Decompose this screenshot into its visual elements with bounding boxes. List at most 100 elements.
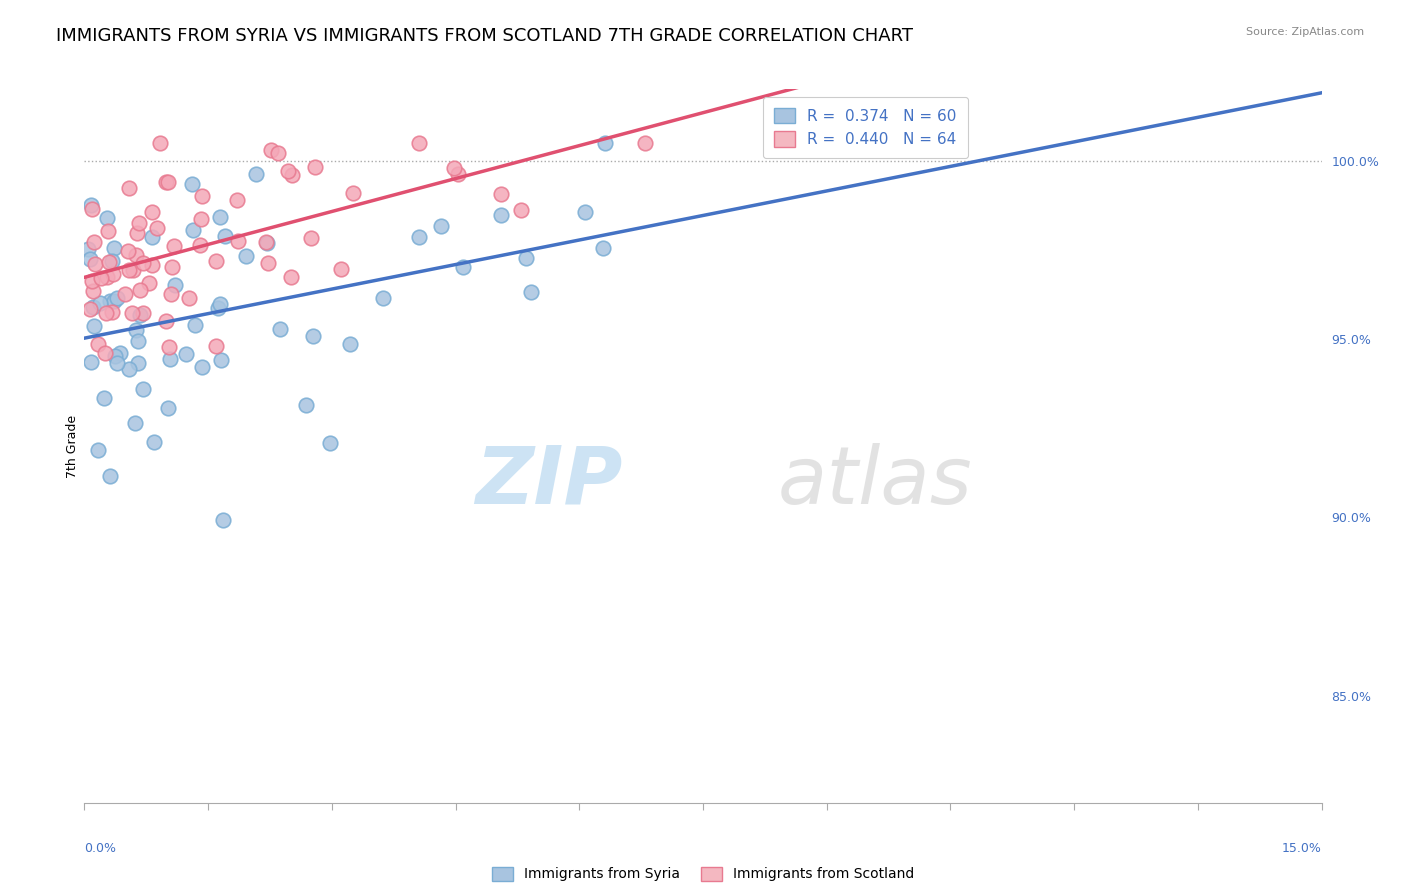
Point [127, 334, 149, 349]
Text: 15.0%: 15.0% [1282, 842, 1322, 855]
Point [77, 243, 100, 257]
Point [510, 202, 533, 217]
Point [79, 252, 101, 266]
Point [124, 323, 146, 337]
Point [97, 255, 120, 269]
Point [121, 305, 143, 319]
Point [98, 294, 121, 309]
Point [97, 224, 120, 238]
Point [269, 321, 291, 335]
Point [593, 136, 616, 150]
Point [371, 292, 394, 306]
Point [117, 244, 139, 259]
Text: 0.0%: 0.0% [84, 842, 117, 855]
Point [304, 160, 326, 174]
Point [180, 177, 202, 191]
Point [141, 258, 163, 272]
Point [179, 291, 201, 305]
Point [408, 136, 430, 150]
Point [163, 277, 186, 292]
Point [125, 227, 148, 241]
Point [80, 202, 103, 217]
Point [101, 254, 124, 268]
Point [125, 248, 148, 262]
Point [129, 283, 152, 297]
Point [93, 391, 115, 405]
Point [267, 145, 290, 160]
Point [132, 306, 155, 320]
Point [83, 235, 105, 249]
Point [190, 211, 212, 226]
Text: IMMIGRANTS FROM SYRIA VS IMMIGRANTS FROM SCOTLAND 7TH GRADE CORRELATION CHART: IMMIGRANTS FROM SYRIA VS IMMIGRANTS FROM… [56, 27, 914, 45]
Point [141, 204, 163, 219]
Point [281, 169, 304, 183]
Point [256, 235, 278, 250]
Point [299, 231, 322, 245]
Point [103, 294, 125, 309]
Point [132, 382, 155, 396]
Point [301, 329, 323, 343]
Point [124, 416, 146, 430]
Point [330, 261, 353, 276]
Point [89, 295, 111, 310]
Point [226, 234, 249, 248]
Point [634, 136, 657, 150]
Point [318, 436, 340, 450]
Point [429, 219, 451, 233]
Point [295, 399, 318, 413]
Point [114, 287, 136, 301]
Y-axis label: 7th Grade: 7th Grade [66, 415, 79, 477]
Point [209, 353, 232, 368]
Text: ZIP: ZIP [475, 442, 623, 521]
Point [157, 401, 180, 415]
Point [443, 161, 465, 176]
Point [163, 239, 186, 253]
Point [82, 300, 104, 314]
Text: atlas: atlas [778, 442, 972, 521]
Point [96, 211, 118, 226]
Point [128, 308, 150, 322]
Point [254, 235, 277, 249]
Point [145, 220, 167, 235]
Point [280, 270, 302, 285]
Point [101, 305, 124, 319]
Point [489, 208, 512, 222]
Point [226, 193, 249, 207]
Point [82, 284, 104, 298]
Point [128, 217, 150, 231]
Point [122, 263, 145, 277]
Point [117, 181, 139, 195]
Point [107, 291, 129, 305]
Point [118, 362, 141, 376]
Point [127, 356, 149, 370]
Point [212, 513, 235, 527]
Point [80, 355, 103, 369]
Point [103, 241, 125, 255]
Point [132, 256, 155, 270]
Point [159, 351, 181, 366]
Point [141, 230, 163, 244]
Point [80, 273, 103, 287]
Point [83, 257, 105, 271]
Point [79, 302, 101, 317]
Point [80, 197, 103, 211]
Point [143, 434, 166, 449]
Point [342, 186, 364, 200]
Point [174, 347, 197, 361]
Point [260, 143, 283, 157]
Point [188, 238, 211, 252]
Point [207, 301, 229, 315]
Point [94, 306, 117, 320]
Point [157, 175, 180, 189]
Point [574, 205, 596, 219]
Point [149, 136, 172, 150]
Point [104, 349, 127, 363]
Point [101, 267, 124, 281]
Point [491, 186, 513, 201]
Point [515, 251, 537, 265]
Point [138, 276, 160, 290]
Point [160, 260, 183, 275]
Point [157, 340, 180, 354]
Point [83, 319, 105, 334]
Legend: Immigrants from Syria, Immigrants from Scotland: Immigrants from Syria, Immigrants from S… [485, 860, 921, 888]
